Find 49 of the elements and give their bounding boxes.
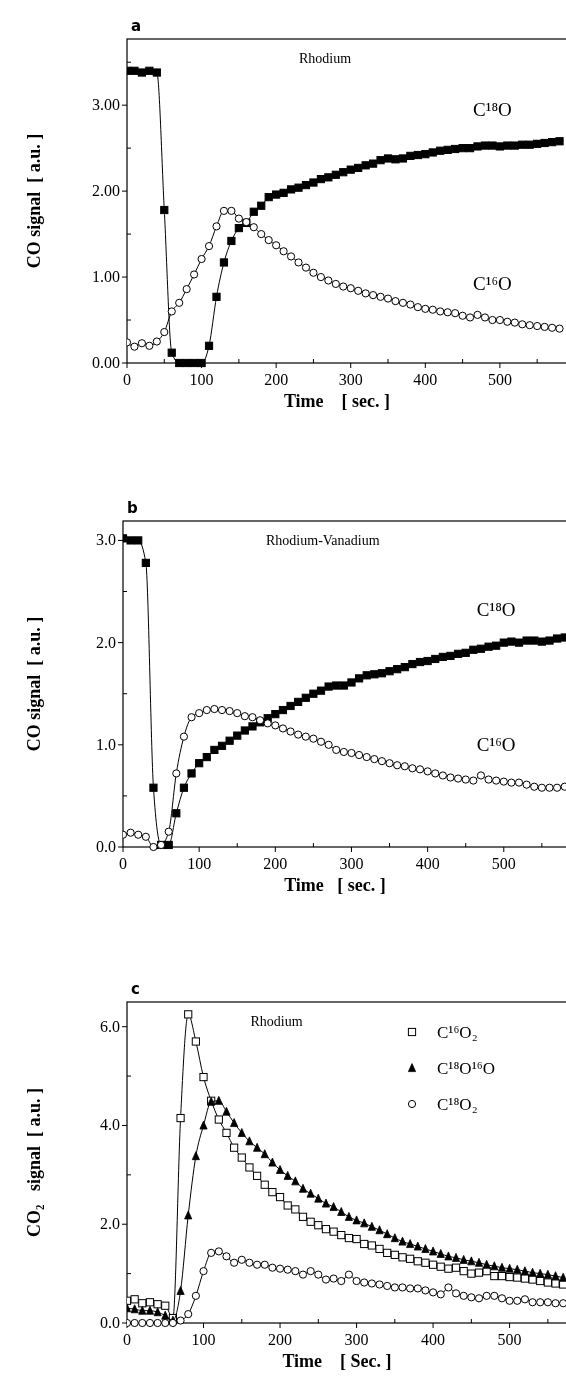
x-tick-label: 500 xyxy=(487,371,512,388)
y-tick-label: 3.0 xyxy=(96,531,116,549)
y-tick-label: 2.00 xyxy=(92,182,120,200)
y-tick-label: 0.00 xyxy=(92,354,120,371)
x-tick-label: 0 xyxy=(119,855,127,872)
legend-label: C¹⁸O¹⁶O xyxy=(437,1059,495,1078)
series-label: C¹⁸O xyxy=(473,98,512,120)
annotation: Rhodium-Vanadium xyxy=(266,533,380,548)
x-axis-title: Time [ sec. ] xyxy=(284,875,386,895)
legend-label: C¹⁸O₂ xyxy=(437,1095,478,1114)
x-tick-label: 200 xyxy=(264,371,289,388)
series-label: C¹⁶O xyxy=(473,273,512,295)
x-tick-label: 300 xyxy=(344,1331,369,1348)
y-tick-label: 2.0 xyxy=(96,633,116,651)
y-tick-label: 6.0 xyxy=(100,1017,120,1035)
y-axis-title: CO signal [ a.u. ] xyxy=(24,616,44,752)
x-tick-label: 400 xyxy=(415,855,440,872)
x-tick-label: 100 xyxy=(189,371,214,388)
x-tick-label: 300 xyxy=(338,371,363,388)
x-tick-label: 400 xyxy=(413,371,438,388)
y-axis-title: CO signal [ a.u. ] xyxy=(24,133,44,269)
series-label: C¹⁸O xyxy=(476,598,516,620)
x-axis-title: Time [ Sec. ] xyxy=(282,1351,392,1371)
x-tick-label: 500 xyxy=(497,1331,522,1348)
y-tick-label: 3.00 xyxy=(92,96,120,114)
y-axis-title: CO₂ signal [ a.u. ] xyxy=(24,1088,44,1237)
chart-title: a xyxy=(131,17,142,35)
chart-title: c xyxy=(131,980,140,998)
x-tick-label: 200 xyxy=(263,855,288,872)
annotation: Rhodium xyxy=(298,51,352,66)
x-tick-label: 0 xyxy=(123,1331,131,1348)
series-label: C¹⁶O xyxy=(476,733,516,755)
x-axis-title: Time [ sec. ] xyxy=(283,391,391,411)
x-tick-label: 300 xyxy=(339,855,364,872)
y-tick-label: 0.0 xyxy=(100,1314,120,1331)
annotation: Rhodium xyxy=(250,1014,303,1029)
legend-label: C¹⁶O₂ xyxy=(437,1023,478,1042)
y-tick-label: 1.0 xyxy=(96,735,116,753)
x-tick-label: 0 xyxy=(123,371,131,388)
y-tick-label: 1.00 xyxy=(92,268,120,286)
x-tick-label: 400 xyxy=(421,1331,446,1348)
y-tick-label: 0.0 xyxy=(96,838,116,855)
y-tick-label: 4.0 xyxy=(100,1116,120,1134)
y-tick-label: 2.0 xyxy=(100,1215,120,1233)
x-tick-label: 500 xyxy=(491,855,516,872)
chart-title: b xyxy=(127,499,138,517)
x-tick-label: 200 xyxy=(268,1331,293,1348)
x-tick-label: 100 xyxy=(191,1331,216,1348)
x-tick-label: 100 xyxy=(187,855,212,872)
